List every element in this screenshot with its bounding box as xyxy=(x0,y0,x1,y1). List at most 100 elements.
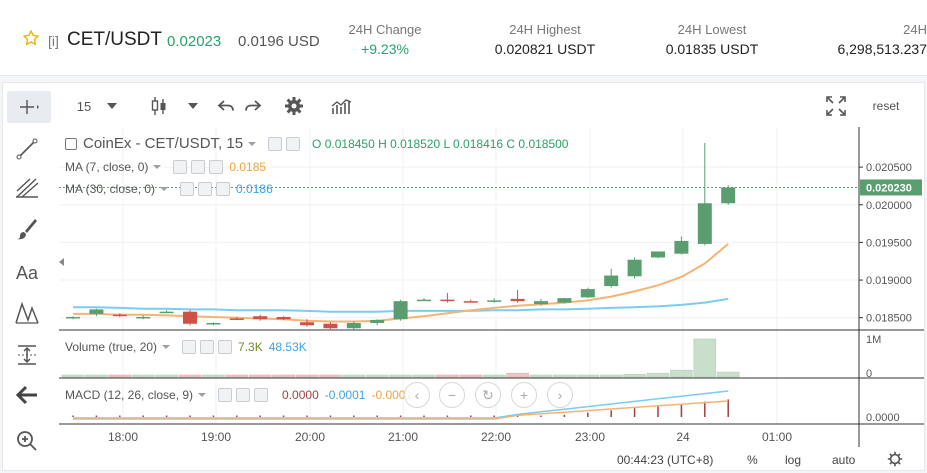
chevron-down-icon[interactable] xyxy=(248,141,257,146)
chart-type-dropdown[interactable] xyxy=(187,95,199,117)
reset-button[interactable]: reset xyxy=(872,99,900,113)
usd-price: 0.0196 USD xyxy=(238,33,320,50)
reset-zoom-button[interactable]: ↻ xyxy=(475,382,501,408)
time-axis-label: 23:00 xyxy=(575,430,605,444)
zoom-out-button[interactable]: − xyxy=(439,382,465,408)
candle-body xyxy=(604,275,619,287)
candle-body xyxy=(651,251,665,258)
eye-icon[interactable] xyxy=(268,136,283,151)
fullscreen-button[interactable] xyxy=(825,95,847,117)
gear-icon[interactable] xyxy=(286,136,301,151)
candle-body xyxy=(417,299,431,302)
candle-body xyxy=(276,316,291,320)
volume-bar xyxy=(85,374,108,378)
volume-bar xyxy=(412,374,436,378)
time-axis-label: 22:00 xyxy=(481,430,511,444)
chevron-down-icon[interactable] xyxy=(160,187,169,191)
volume-legend: Volume (true, 20) 7.3K 48.53K xyxy=(65,340,307,354)
candle-body xyxy=(487,300,502,302)
volume-bar xyxy=(646,372,670,378)
chart-type-button[interactable] xyxy=(149,95,169,117)
fib-tool[interactable] xyxy=(11,171,43,203)
time-axis-label: 01:00 xyxy=(762,430,792,444)
ma30-legend: MA (30, close, 0) 0.0186 xyxy=(65,182,273,196)
candle-body xyxy=(112,314,127,317)
scroll-right-button[interactable]: › xyxy=(547,382,573,408)
macd-signal-value: -0.0001 xyxy=(371,388,413,402)
minus-icon: − xyxy=(447,387,457,403)
stat-value: 6,298,513.237 xyxy=(837,41,927,57)
volume-bar xyxy=(295,374,319,378)
volume-bar xyxy=(389,374,412,378)
zoom-tool[interactable] xyxy=(11,425,43,457)
volume-bar xyxy=(61,374,85,378)
candle-body xyxy=(346,322,361,329)
fib-icon xyxy=(16,178,39,198)
zoom-in-button[interactable]: + xyxy=(511,382,537,408)
crosshair-tool-button[interactable] xyxy=(7,91,51,123)
candle-body xyxy=(557,298,572,303)
indicators-button[interactable] xyxy=(331,95,353,117)
settings-button[interactable] xyxy=(283,95,305,117)
chevron-down-icon[interactable] xyxy=(153,165,162,169)
text-tool[interactable]: Aa xyxy=(15,262,39,283)
gear-icon[interactable] xyxy=(200,340,215,354)
chevron-left-icon: ‹ xyxy=(414,387,420,403)
candle-body xyxy=(393,301,408,320)
gear-icon[interactable] xyxy=(887,451,903,467)
candle-body xyxy=(510,298,525,302)
volume-bar xyxy=(365,374,389,378)
gear-icon[interactable] xyxy=(191,160,206,174)
volume-bar xyxy=(108,374,132,378)
eye-icon[interactable] xyxy=(180,182,195,196)
candle-body xyxy=(697,203,712,244)
price-chart[interactable]: 0.020500 0.020000 0.019500 0.019000 0.018500… xyxy=(59,127,924,471)
close-icon[interactable] xyxy=(254,388,269,402)
star-icon[interactable] xyxy=(22,29,40,47)
series-title: CoinEx - CET/USDT, 15 xyxy=(83,135,244,152)
eye-icon[interactable] xyxy=(173,160,188,174)
zoom-in-icon xyxy=(17,431,37,451)
trend-line-tool[interactable] xyxy=(11,133,43,165)
percent-toggle[interactable]: % xyxy=(747,453,758,467)
chevron-down-icon[interactable] xyxy=(162,345,171,349)
last-price: 0.02023 xyxy=(167,33,222,50)
crosshair-icon xyxy=(20,100,39,114)
candle-body xyxy=(206,322,221,325)
indicators-icon xyxy=(331,99,352,114)
pattern-tool[interactable] xyxy=(11,297,43,329)
collapse-icon[interactable] xyxy=(65,137,77,150)
price-tick-label: 0.018500 xyxy=(866,313,912,325)
volume-bar xyxy=(202,374,225,378)
brush-icon xyxy=(17,219,37,240)
volume-bar xyxy=(482,374,506,378)
price-tick-label: 0.019000 xyxy=(866,275,912,287)
chevron-down-icon[interactable] xyxy=(198,393,207,397)
close-icon[interactable] xyxy=(218,340,233,354)
redo-button[interactable] xyxy=(243,95,263,117)
undo-button[interactable] xyxy=(216,95,236,117)
gear-icon[interactable] xyxy=(236,388,251,402)
back-button[interactable] xyxy=(11,379,43,411)
eye-icon[interactable] xyxy=(218,388,233,402)
scroll-left-button[interactable]: ‹ xyxy=(404,382,430,408)
brush-tool[interactable] xyxy=(11,213,43,245)
interval-select[interactable]: 15 xyxy=(77,95,118,117)
stat-24h-volume: 24H 6,298,513.237 xyxy=(828,22,927,57)
pattern-icon xyxy=(15,301,39,324)
close-icon[interactable] xyxy=(216,182,231,196)
volume-bar xyxy=(599,374,623,378)
stat-label: 24H Change xyxy=(348,22,422,37)
auto-toggle[interactable]: auto xyxy=(832,453,856,467)
candle-body xyxy=(674,240,689,254)
candle-body xyxy=(229,318,244,320)
eye-icon[interactable] xyxy=(182,340,197,354)
measure-tool[interactable] xyxy=(11,339,43,371)
pair-name[interactable]: CET/USDT xyxy=(67,29,162,50)
close-icon[interactable] xyxy=(209,160,224,174)
main-series-legend: CoinEx - CET/USDT, 15 O 0.018450 H 0.018… xyxy=(65,135,568,152)
gear-icon[interactable] xyxy=(198,182,213,196)
macd-histogram-value: 0.0000 xyxy=(282,388,319,402)
log-toggle[interactable]: log xyxy=(785,453,802,467)
stat-value: 0.020821 USDT xyxy=(494,41,596,57)
